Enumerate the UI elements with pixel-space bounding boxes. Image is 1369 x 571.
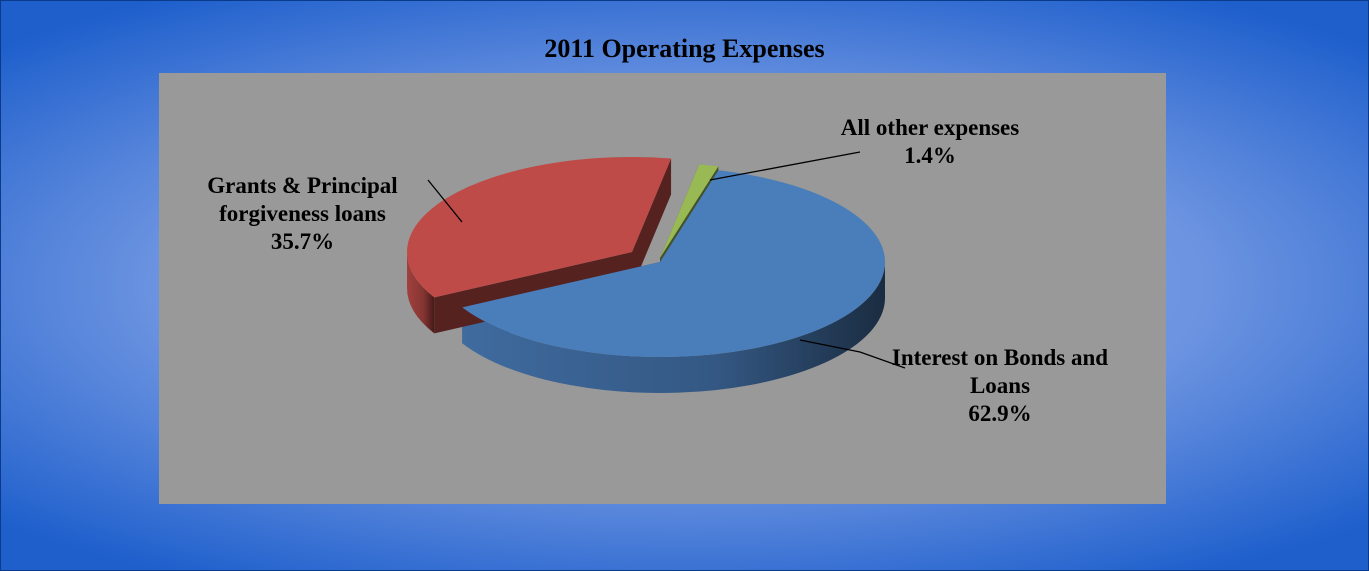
data-label: Grants & Principal forgiveness loans 35.7… [170, 172, 435, 256]
slice [462, 170, 886, 357]
leader-line [427, 179, 463, 223]
value-label: 62.9% [968, 401, 1032, 426]
leader-line [709, 151, 861, 181]
pie-tops [407, 157, 886, 357]
data-label: Interest on Bonds and Loans 62.9% [880, 344, 1120, 428]
value-label: 1.4% [904, 143, 956, 168]
value-label: 35.7% [270, 229, 335, 254]
category-label: Interest on Bonds and Loans [891, 345, 1109, 398]
slice [407, 157, 672, 298]
slice [660, 164, 719, 258]
slice-side [407, 252, 435, 334]
slice-wall [632, 158, 672, 288]
category-label: All other expenses [840, 115, 1020, 140]
slice-side [462, 262, 885, 393]
data-label: All other expenses 1.4% [820, 114, 1040, 170]
leader-line [799, 339, 906, 369]
chart-title: 2011 Operating Expenses [544, 34, 825, 63]
category-label: Grants & Principal forgiveness loans [207, 173, 398, 226]
